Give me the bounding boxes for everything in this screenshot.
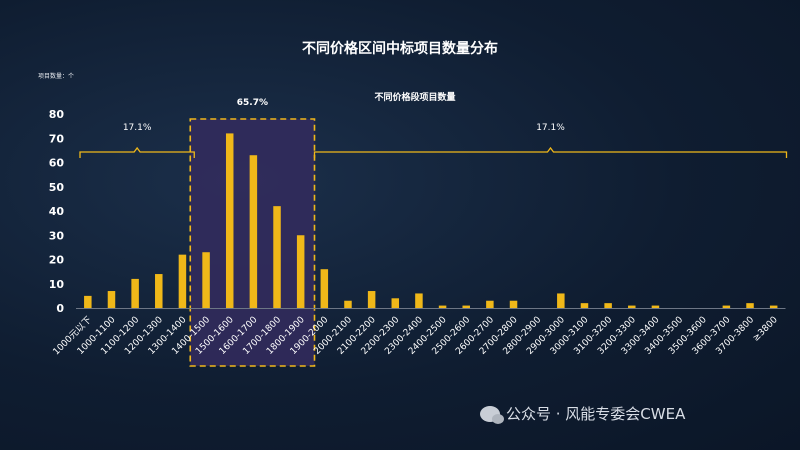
y-tick-label: 10 <box>49 278 65 291</box>
y-tick-label: 0 <box>56 302 64 315</box>
y-axis-unit-label: 项目数量：个 <box>38 73 75 80</box>
bar <box>580 303 589 308</box>
chart-subtitle: 不同价格段项目数量 <box>374 93 456 103</box>
bar <box>367 291 376 308</box>
annotation-label: 65.7% <box>237 98 268 108</box>
y-tick-label: 40 <box>49 205 65 218</box>
y-tick-label: 80 <box>49 108 65 121</box>
bar <box>249 155 258 308</box>
annotation-label: 17.1% <box>536 123 565 133</box>
bar <box>415 293 423 308</box>
bar <box>746 303 754 308</box>
bar <box>509 300 518 308</box>
bar <box>107 291 116 308</box>
brace-annotation <box>313 146 788 158</box>
bar <box>722 305 731 308</box>
watermark: 公众号 · 风能专委会CWEA <box>480 403 685 424</box>
brace-annotation <box>79 146 195 158</box>
bar <box>202 252 210 308</box>
y-tick-label: 60 <box>49 157 65 170</box>
bar <box>604 303 612 308</box>
bar <box>651 305 660 308</box>
bar <box>131 278 139 308</box>
chart-title: 不同价格区间中标项目数量分布 <box>302 41 498 57</box>
y-tick-label: 50 <box>49 181 65 194</box>
annotation-label: 17.1% <box>123 123 152 133</box>
y-tick-label: 70 <box>49 132 65 145</box>
bar <box>344 300 352 308</box>
bar <box>273 206 281 308</box>
bar <box>225 133 234 308</box>
bar <box>178 254 187 308</box>
watermark-text: 公众号 · 风能专委会CWEA <box>506 405 686 423</box>
bar <box>84 295 92 308</box>
bar <box>296 235 305 308</box>
bar <box>462 305 470 308</box>
bar <box>486 300 494 308</box>
y-tick-label: 20 <box>49 254 65 267</box>
y-tick-label: 30 <box>49 229 65 242</box>
bar <box>438 305 447 308</box>
bar <box>391 298 400 308</box>
bar <box>320 269 329 308</box>
x-tick-label: ≥3800 <box>751 315 780 344</box>
bar <box>155 274 163 308</box>
bar <box>628 305 636 308</box>
bar <box>769 305 778 308</box>
bar <box>557 293 565 308</box>
wechat-icon <box>480 405 504 424</box>
